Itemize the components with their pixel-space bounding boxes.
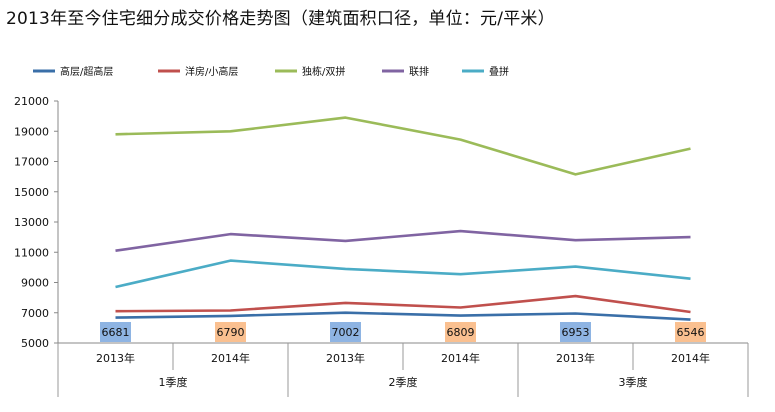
y-tick-label: 15000 [14,186,49,199]
series-line [115,229,691,252]
x-group-label: 3季度 [619,375,648,389]
data-label: 7002 [332,326,360,339]
data-label-box [330,322,361,342]
data-labels: 6681 6790 7002 6809 6953 6546 [100,322,706,342]
data-label: 6809 [447,326,475,339]
series-line [115,311,691,321]
y-tick-label: 21000 [14,95,49,108]
legend: 高层/超高层 洋房/小高层 独栋/双拼 联排 叠拼 [33,65,509,78]
data-label: 6953 [562,326,590,339]
data-label-box [560,322,591,342]
x-group-label: 1季度 [159,375,188,389]
data-label: 6790 [217,326,245,339]
x-tick-label: 2014年 [671,351,710,365]
series-line [115,294,691,314]
data-label: 6546 [677,326,705,339]
y-axis: 5000 7000 9000 11000 13000 15000 17000 19000 210… [14,95,59,350]
legend-label: 联排 [409,65,429,78]
x-tick-label: 2013年 [326,351,365,365]
x-tick-label: 2014年 [211,351,250,365]
legend-label: 叠拼 [489,65,509,78]
legend-label: 高层/超高层 [60,65,113,78]
y-tick-label: 9000 [21,277,49,290]
y-tick-label: 5000 [21,337,49,350]
y-tick-label: 19000 [14,125,49,138]
legend-label: 洋房/小高层 [185,65,238,78]
y-tick-label: 13000 [14,216,49,229]
series-lines [115,116,691,321]
series-line [115,259,691,289]
x-axis: 2013年 2014年 2013年 2014年 2013年 2014年 1季度 2季度 3季度 [57,342,749,397]
data-label: 6681 [102,326,130,339]
y-tick-label: 17000 [14,156,49,169]
x-tick-label: 2014年 [441,351,480,365]
y-tick-label: 11000 [14,246,49,259]
data-label-box [675,322,706,342]
data-label-box [215,322,246,342]
x-group-label: 2季度 [389,375,418,389]
data-label-box [100,322,131,342]
chart-title: 2013年至今住宅细分成交价格走势图（建筑面积口径，单位：元/平米） [6,9,555,29]
data-label-box [445,322,476,342]
y-tick-label: 7000 [21,307,49,320]
x-tick-label: 2013年 [96,351,135,365]
x-tick-label: 2013年 [556,351,595,365]
series-line [115,116,691,176]
legend-label: 独栋/双拼 [302,65,345,78]
